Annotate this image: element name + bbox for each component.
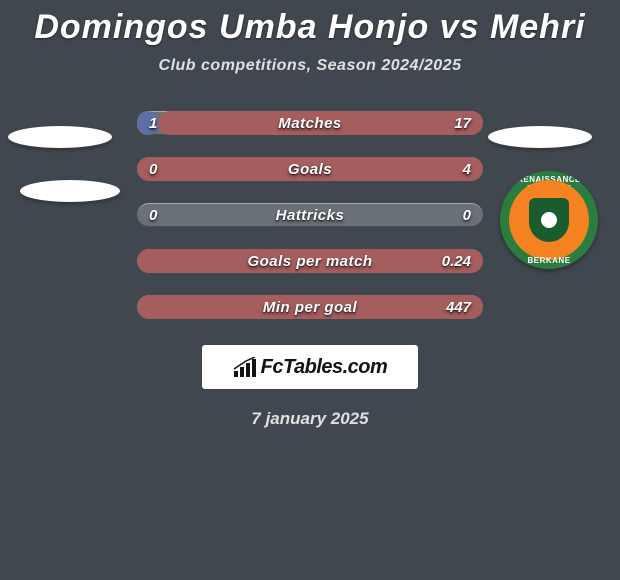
stat-value-left: 1 (149, 115, 157, 132)
stat-value-right: 4 (463, 161, 471, 178)
stat-value-left: 0 (149, 207, 157, 224)
stats-area: Matches117Goals04Hattricks00Goals per ma… (0, 111, 620, 319)
stat-label: Matches (137, 115, 483, 132)
brand-text: FcTables.com (261, 356, 388, 379)
stat-value-right: 0 (463, 207, 471, 224)
stat-label: Goals (137, 161, 483, 178)
brand-chart-icon (233, 357, 259, 377)
stat-value-right: 17 (454, 115, 471, 132)
stat-value-left: 0 (149, 161, 157, 178)
stat-row: Min per goal447 (137, 295, 483, 319)
stat-label: Goals per match (137, 253, 483, 270)
date-text: 7 january 2025 (251, 409, 368, 429)
stat-row: Goals0 4 (137, 157, 483, 181)
brand-box: FcTables.com (202, 345, 418, 389)
subtitle: Club competitions, Season 2024/2025 (159, 57, 462, 75)
page-title: Domingos Umba Honjo vs Mehri (34, 8, 585, 47)
stat-value-right: 0.24 (442, 253, 471, 270)
stat-row: Hattricks0 0 (137, 203, 483, 227)
stat-value-right: 447 (446, 299, 471, 316)
stat-row: Goals per match0.24 (137, 249, 483, 273)
stat-label: Hattricks (137, 207, 483, 224)
stat-label: Min per goal (137, 299, 483, 316)
stat-row: Matches1 17 (137, 111, 483, 135)
